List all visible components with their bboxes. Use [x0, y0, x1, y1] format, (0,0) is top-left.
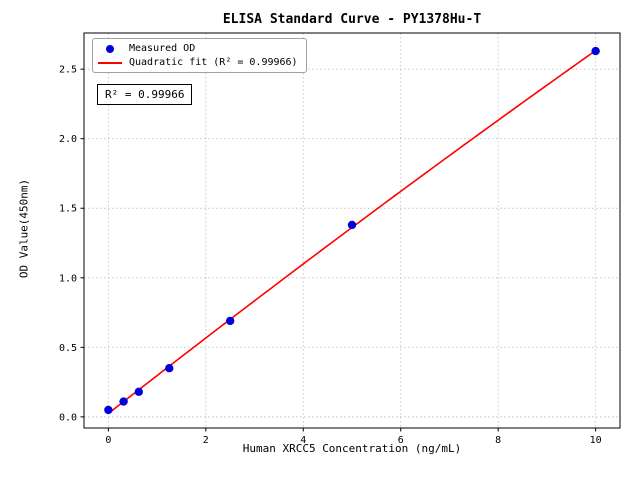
y-tick-label: 1.0	[59, 273, 77, 284]
data-point	[134, 387, 144, 397]
y-tick-label: 2.5	[59, 65, 77, 76]
x-tick-label: 4	[300, 435, 306, 446]
x-tick-label: 6	[398, 435, 404, 446]
y-axis-label: OD Value(450nm)	[17, 178, 31, 279]
legend-item-measured-od: Measured OD	[97, 43, 298, 54]
data-point	[165, 363, 174, 373]
data-point	[225, 316, 235, 326]
data-point	[347, 220, 357, 230]
data-point	[104, 405, 113, 415]
line-marker-icon	[98, 61, 122, 64]
legend-marker-box	[97, 61, 123, 64]
x-tick-label: 10	[590, 435, 602, 446]
y-tick-label: 1.5	[59, 204, 77, 215]
legend-label-measured-od: Measured OD	[129, 43, 196, 54]
data-point	[119, 397, 128, 406]
legend-marker-box	[97, 44, 123, 53]
y-tick-label: 0.5	[59, 343, 77, 354]
x-axis-label: Human XRCC5 Concentration (ng/mL)	[242, 442, 462, 455]
y-tick-label: 0.0	[59, 412, 77, 423]
legend-label-quadratic-fit: Quadratic fit (R² = 0.99966)	[129, 57, 298, 68]
axes-spines	[83, 32, 621, 429]
x-tick-label: 2	[203, 435, 209, 446]
r-squared-annotation: R² = 0.99966	[97, 84, 193, 105]
x-tick-label: 0	[105, 435, 111, 446]
data-point	[591, 46, 600, 56]
legend-item-quadratic-fit: Quadratic fit (R² = 0.99966)	[97, 57, 298, 68]
scatter-marker-icon	[106, 44, 114, 53]
chart-title: ELISA Standard Curve - PY1378Hu-T	[222, 12, 482, 27]
x-tick-label: 8	[495, 435, 501, 446]
y-tick-label: 2.0	[59, 134, 77, 145]
legend: Measured OD Quadratic fit (R² = 0.99966)	[92, 38, 307, 73]
